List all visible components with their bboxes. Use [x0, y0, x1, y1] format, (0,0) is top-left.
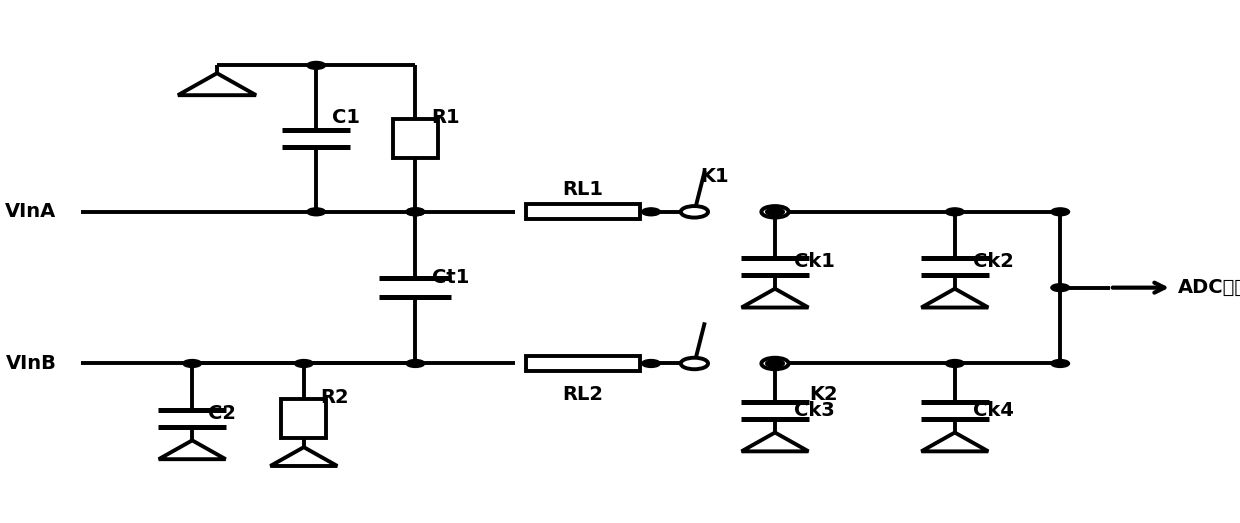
Text: ADC输入端: ADC输入端	[1178, 278, 1240, 297]
Circle shape	[642, 360, 660, 368]
Bar	[393, 119, 438, 158]
Text: RL2: RL2	[562, 385, 604, 404]
Circle shape	[184, 360, 201, 368]
Circle shape	[1052, 208, 1069, 216]
Text: Ck3: Ck3	[794, 401, 835, 420]
Bar	[526, 204, 640, 219]
Text: R1: R1	[432, 108, 460, 127]
Circle shape	[642, 208, 660, 216]
Circle shape	[761, 358, 789, 369]
Circle shape	[306, 208, 325, 216]
Circle shape	[766, 360, 784, 368]
Circle shape	[407, 208, 424, 216]
Circle shape	[407, 360, 424, 368]
Circle shape	[946, 208, 965, 216]
Circle shape	[681, 358, 708, 369]
Bar	[526, 356, 640, 371]
Text: C2: C2	[208, 404, 237, 423]
Text: VInA: VInA	[5, 202, 57, 221]
Circle shape	[306, 62, 325, 70]
Circle shape	[407, 208, 424, 216]
Text: Ck1: Ck1	[794, 252, 835, 271]
Text: Ck4: Ck4	[973, 401, 1014, 420]
Text: Ck2: Ck2	[973, 252, 1014, 271]
Circle shape	[681, 206, 708, 218]
Text: VInB: VInB	[5, 354, 57, 373]
Bar	[281, 399, 326, 438]
Circle shape	[1052, 360, 1069, 368]
Text: K2: K2	[810, 385, 838, 404]
Text: Ct1: Ct1	[432, 268, 469, 287]
Text: RL1: RL1	[562, 180, 604, 199]
Circle shape	[946, 360, 965, 368]
Circle shape	[295, 360, 312, 368]
Circle shape	[1052, 283, 1069, 292]
Text: C1: C1	[332, 108, 361, 127]
Circle shape	[761, 206, 789, 218]
Text: R2: R2	[320, 388, 348, 407]
Circle shape	[766, 208, 784, 216]
Text: K1: K1	[701, 167, 729, 186]
